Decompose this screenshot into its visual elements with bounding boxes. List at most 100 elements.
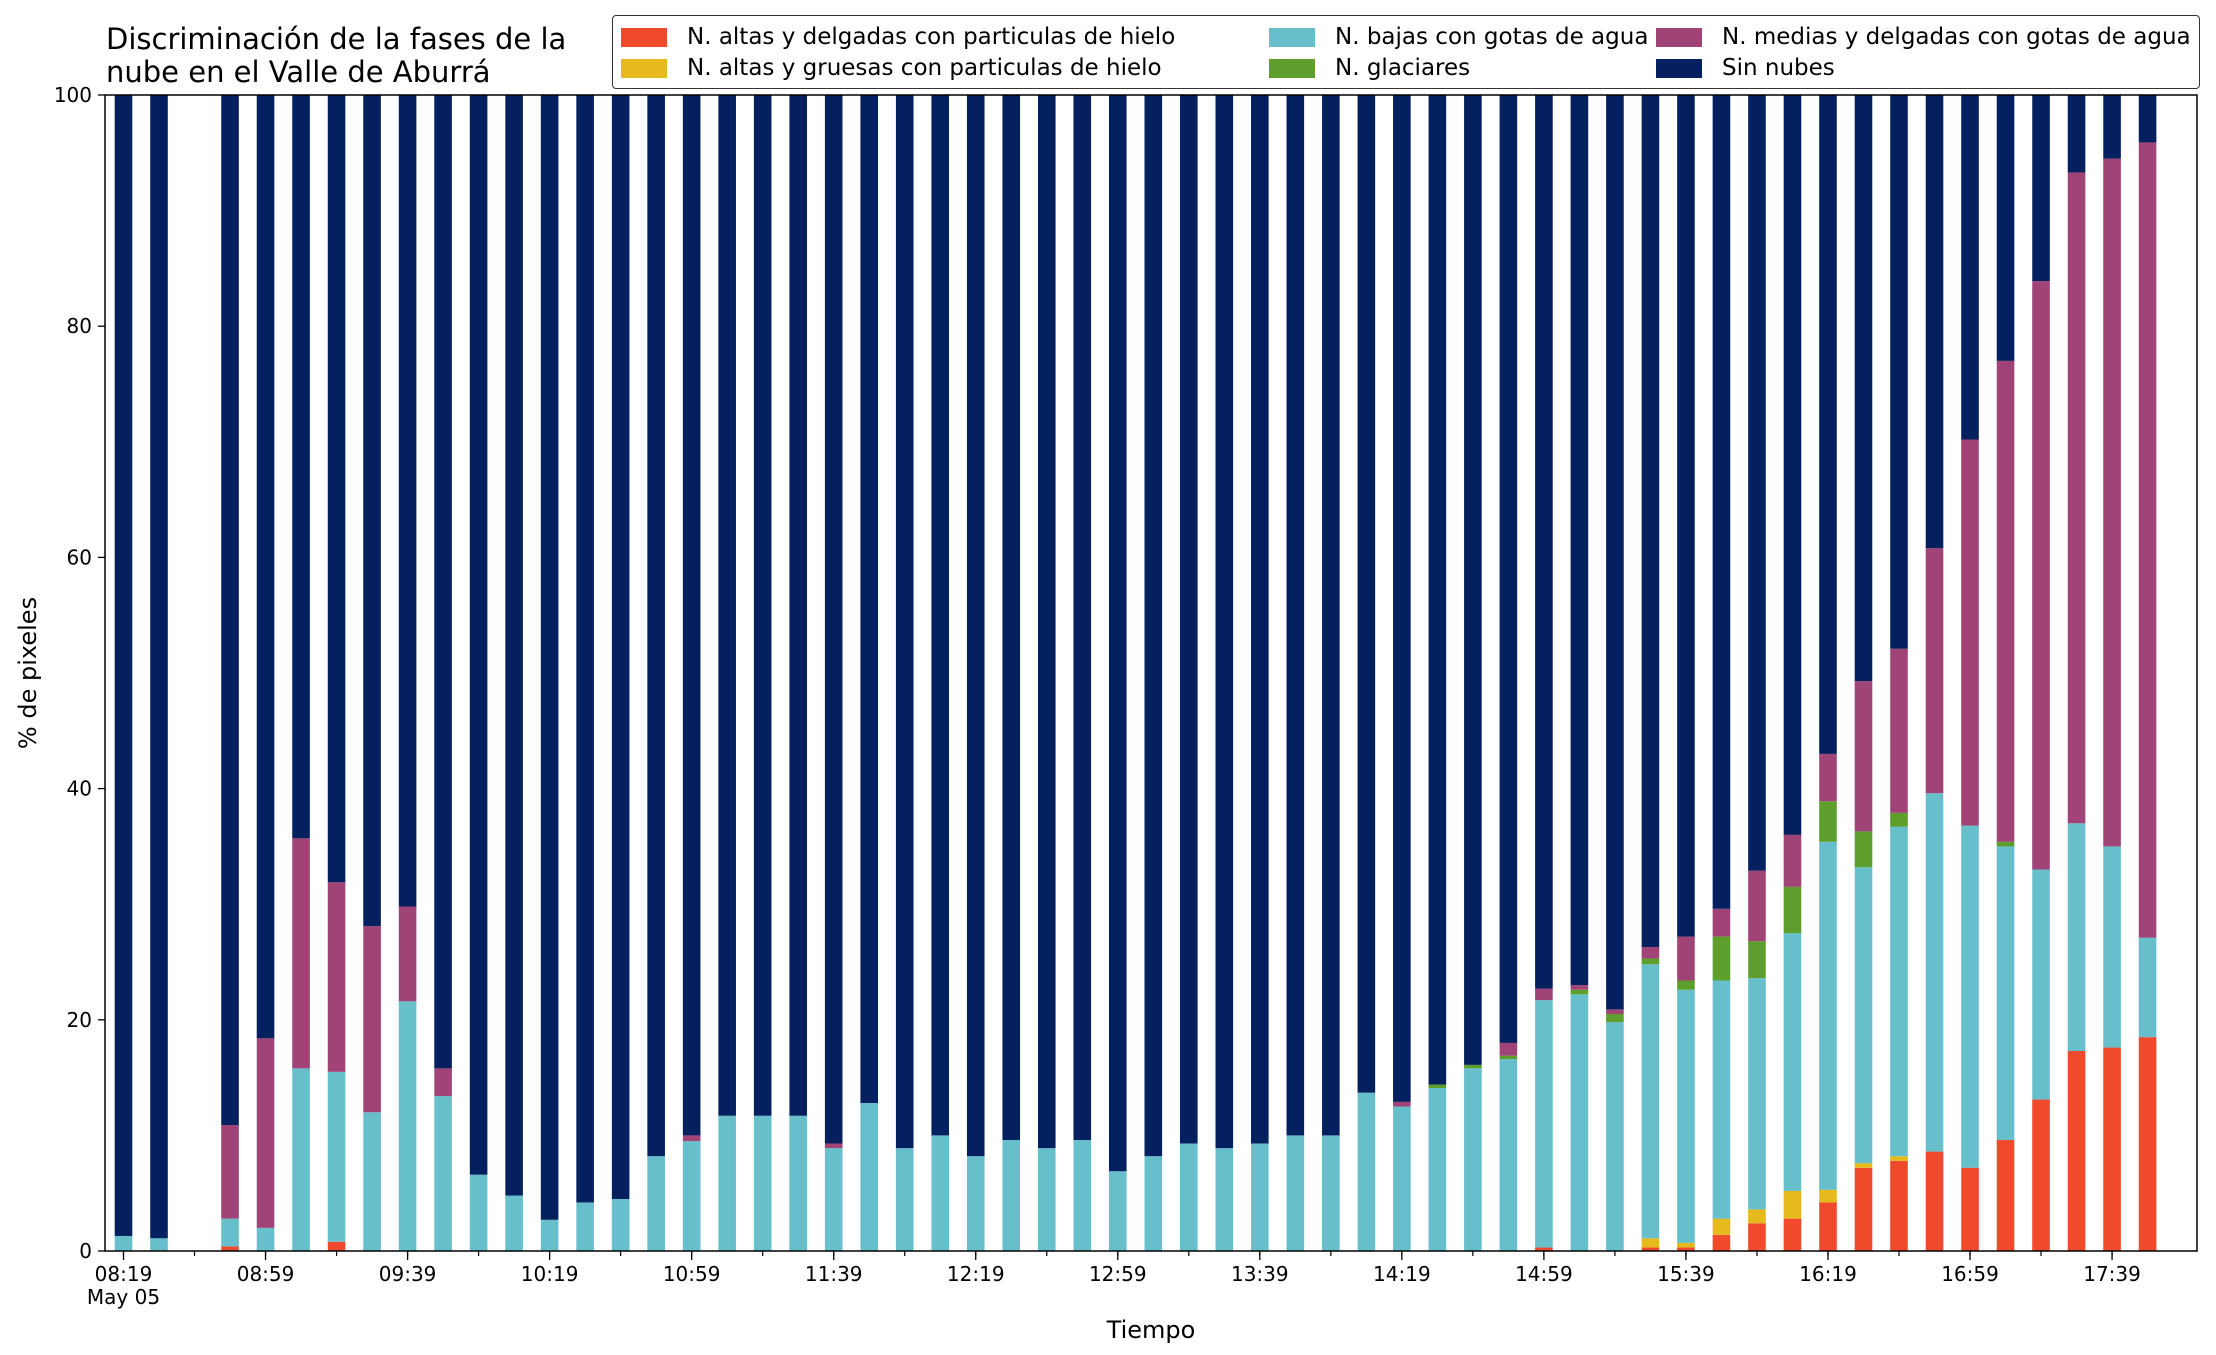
bar-segment-s2-49 bbox=[1854, 867, 1873, 1164]
bar-segment-s1-44 bbox=[1677, 1242, 1695, 1248]
y-tick-label: 100 bbox=[54, 83, 92, 107]
bar-segment-s5-25 bbox=[1002, 95, 1021, 1141]
bar-segment-s5-7 bbox=[363, 95, 381, 927]
bar-segment-s5-48 bbox=[1819, 95, 1837, 754]
bar-segment-s2-28 bbox=[1108, 1171, 1127, 1251]
bar-segment-s2-40 bbox=[1535, 1000, 1553, 1248]
bar-segment-s2-5 bbox=[292, 1068, 310, 1251]
bar-segment-s5-17 bbox=[718, 95, 736, 1116]
bar-segment-s4-43 bbox=[1641, 946, 1660, 959]
bar-segment-s5-40 bbox=[1535, 95, 1553, 989]
bar-segment-s3-41 bbox=[1570, 989, 1589, 995]
bar-segment-s4-40 bbox=[1535, 988, 1553, 1001]
bar-segment-s5-57 bbox=[2138, 95, 2157, 143]
bar-segment-s3-53 bbox=[1996, 841, 2015, 847]
bar-segment-s5-9 bbox=[434, 95, 452, 1069]
x-axis-label: Tiempo bbox=[1106, 1316, 1196, 1344]
x-tick-label: 15:39 bbox=[1657, 1262, 1715, 1286]
bar-segment-s5-52 bbox=[1961, 95, 1979, 440]
bar-segment-s2-1 bbox=[150, 1238, 168, 1251]
bar-segment-s2-8 bbox=[398, 1001, 417, 1251]
x-tick-label: 11:39 bbox=[805, 1262, 863, 1286]
bar-segment-s2-30 bbox=[1180, 1143, 1198, 1251]
bar-segment-s4-20 bbox=[824, 1143, 843, 1149]
bar-segment-s2-20 bbox=[824, 1148, 843, 1251]
bar-segment-s2-26 bbox=[1037, 1148, 1056, 1251]
bar-segment-s4-7 bbox=[363, 926, 381, 1113]
legend-item-altas-gruesas: N. altas y gruesas con particulas de hie… bbox=[621, 55, 1162, 81]
bar-segment-s4-48 bbox=[1819, 753, 1837, 802]
bar-segment-s4-49 bbox=[1854, 681, 1873, 832]
bar-segment-s2-0 bbox=[114, 1235, 133, 1251]
bar-segment-s0-57 bbox=[2138, 1037, 2157, 1251]
x-tick-label: 12:59 bbox=[1089, 1262, 1147, 1286]
bar-segment-s0-47 bbox=[1783, 1218, 1802, 1251]
bar-segment-s5-55 bbox=[2067, 95, 2086, 173]
bar-segment-s3-42 bbox=[1606, 1014, 1624, 1023]
bar-segment-s4-9 bbox=[434, 1068, 452, 1097]
bar-segment-s5-3 bbox=[221, 95, 239, 1125]
bar-segment-s5-33 bbox=[1286, 95, 1305, 1136]
bar-segment-s5-11 bbox=[505, 95, 523, 1196]
bar-segment-s5-15 bbox=[647, 95, 665, 1157]
bar-segment-s5-21 bbox=[860, 95, 879, 1104]
bar-segment-s2-4 bbox=[256, 1227, 275, 1251]
bar-segment-s2-48 bbox=[1819, 841, 1837, 1190]
bar-segment-s4-3 bbox=[221, 1125, 239, 1219]
bar-segment-s0-51 bbox=[1925, 1151, 1944, 1251]
bar-segment-s4-42 bbox=[1606, 1009, 1624, 1015]
y-axis-label: % de pixeles bbox=[14, 597, 42, 749]
bar-segment-s1-43 bbox=[1641, 1238, 1660, 1248]
bar-segment-s2-33 bbox=[1286, 1135, 1305, 1251]
bar-segment-s5-47 bbox=[1783, 95, 1802, 835]
x-tick-label: 13:39 bbox=[1231, 1262, 1289, 1286]
bar-segment-s5-18 bbox=[753, 95, 772, 1116]
bar-segment-s5-49 bbox=[1854, 95, 1873, 682]
bar-segment-s3-37 bbox=[1428, 1084, 1447, 1089]
bar-segment-s5-36 bbox=[1393, 95, 1411, 1102]
bar-segment-s1-49 bbox=[1854, 1163, 1873, 1168]
bar-segment-s5-23 bbox=[931, 95, 950, 1136]
bar-segment-s5-43 bbox=[1641, 95, 1660, 947]
bar-segment-s0-46 bbox=[1748, 1223, 1766, 1251]
bar-segment-s0-44 bbox=[1677, 1247, 1695, 1251]
bar-segment-s0-53 bbox=[1996, 1140, 2015, 1251]
legend-item-medias: N. medias y delgadas con gotas de agua bbox=[1656, 24, 2191, 50]
bar-segment-s3-50 bbox=[1890, 812, 1908, 827]
legend-item-sin-nubes: Sin nubes bbox=[1656, 55, 1835, 81]
legend-label: N. glaciares bbox=[1335, 55, 1471, 81]
legend-swatch bbox=[1656, 27, 1702, 47]
chart-title-line-1: Discriminación de la fases de la bbox=[106, 22, 567, 56]
bar-segment-s2-36 bbox=[1393, 1106, 1411, 1251]
bar-segment-s2-11 bbox=[505, 1195, 523, 1251]
bar-segment-s0-56 bbox=[2103, 1047, 2121, 1251]
bar-segment-s5-5 bbox=[292, 95, 310, 839]
bar-segment-s2-18 bbox=[753, 1115, 772, 1251]
bar-segment-s2-13 bbox=[576, 1202, 594, 1251]
bar-segment-s2-37 bbox=[1428, 1088, 1447, 1251]
bar-segment-s5-32 bbox=[1251, 95, 1269, 1144]
bar-segment-s5-39 bbox=[1499, 95, 1518, 1043]
y-tick-label: 20 bbox=[67, 1008, 92, 1032]
bar-segment-s4-52 bbox=[1961, 439, 1979, 826]
x-tick-label: 14:19 bbox=[1373, 1262, 1431, 1286]
bar-segment-s3-48 bbox=[1819, 801, 1837, 842]
bar-segment-s4-50 bbox=[1890, 648, 1908, 813]
bar-segment-s5-13 bbox=[576, 95, 594, 1203]
bar-segment-s5-34 bbox=[1322, 95, 1340, 1136]
bar-segment-s5-41 bbox=[1570, 95, 1589, 986]
bar-segment-s5-30 bbox=[1180, 95, 1198, 1144]
bar-segment-s4-41 bbox=[1570, 985, 1589, 990]
x-tick-label: 08:19 bbox=[95, 1262, 153, 1286]
bar-segment-s3-38 bbox=[1464, 1064, 1482, 1069]
legend-label: N. altas y gruesas con particulas de hie… bbox=[687, 55, 1162, 81]
bar-segment-s3-43 bbox=[1641, 958, 1660, 965]
bar-segment-s2-27 bbox=[1073, 1140, 1092, 1251]
bar-segment-s4-5 bbox=[292, 838, 310, 1069]
bar-segment-s2-15 bbox=[647, 1156, 665, 1251]
bar-segment-s5-51 bbox=[1925, 95, 1944, 549]
bar-segment-s2-53 bbox=[1996, 846, 2015, 1141]
bar-segment-s5-31 bbox=[1215, 95, 1234, 1149]
bar-segment-s2-25 bbox=[1002, 1140, 1021, 1251]
bar-segment-s0-52 bbox=[1961, 1167, 1979, 1251]
